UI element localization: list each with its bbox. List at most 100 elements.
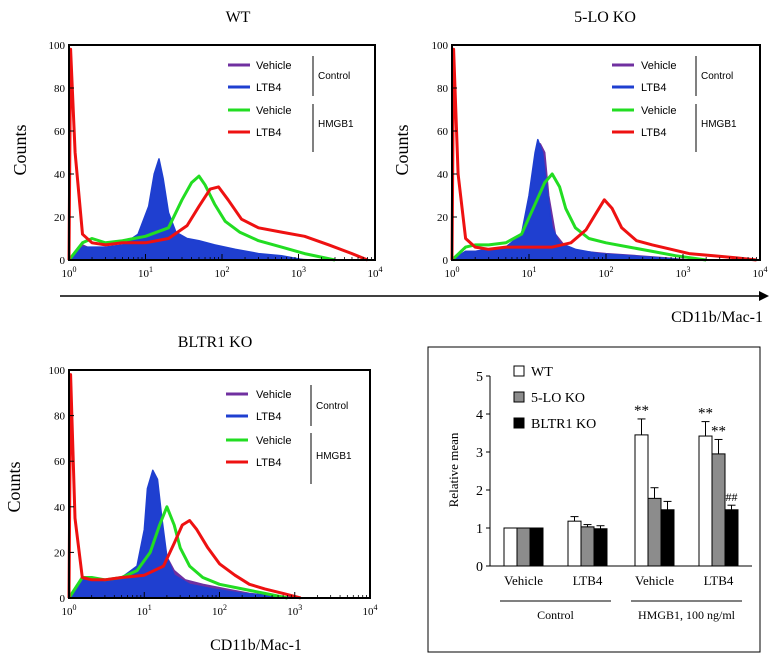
x-tick-label: 104: [363, 603, 378, 618]
legend-label: Vehicle: [256, 60, 291, 72]
legend-swatch-wt: [513, 365, 525, 377]
x-tick-label: 104: [753, 265, 768, 280]
x-tick-label: 103: [676, 265, 691, 280]
legend-label: Vehicle: [256, 435, 291, 447]
y-tick-label: 40: [437, 169, 449, 181]
bar-wt: [503, 527, 518, 567]
group-label: HMGB1, 100 ng/ml: [638, 608, 736, 622]
legend-label: LTB4: [256, 82, 281, 94]
y-axis-label: Counts: [392, 124, 412, 175]
legend-label: Vehicle: [256, 105, 291, 117]
legend-swatch-5lo-ko: [513, 391, 525, 403]
x-tick-label: 104: [368, 265, 383, 280]
y-tick-label: 3: [476, 446, 483, 461]
y-tick-label: 0: [443, 255, 449, 267]
panel-title: 5-LO KO: [574, 9, 636, 26]
y-tick-label: 20: [54, 212, 66, 224]
x-tick-label: 100: [62, 603, 77, 618]
y-tick-label: 60: [437, 126, 449, 138]
significance-mark: **: [711, 423, 726, 439]
x-axis-label: CD11b/Mac-1: [210, 637, 302, 654]
panel-title: WT: [226, 9, 251, 26]
legend-label: BLTR1 KO: [531, 417, 596, 432]
series-line-hmgb1-vehicle: [67, 174, 336, 262]
arrow-head: [759, 291, 769, 301]
y-tick-label: 1: [476, 522, 483, 537]
y-tick-label: 0: [60, 593, 66, 605]
legend-label: LTB4: [256, 127, 281, 139]
legend: Vehicle LTB4 Vehicle LTB4 Control HMGB1: [228, 56, 354, 152]
legend-group-label: HMGB1: [318, 119, 354, 130]
panel-wt: WT Counts 0 20 40 60 80 100 100 101 102 103 104 Ve…: [10, 9, 383, 280]
series-line-hmgb1-ltb4: [450, 47, 757, 262]
legend: WT 5-LO KO BLTR1 KO: [513, 365, 596, 432]
plot-area: 0 20 40 60 80 100 100 101 102 103 104: [49, 40, 383, 280]
x-tick-label: 102: [212, 603, 227, 618]
y-tick-label: 20: [437, 212, 449, 224]
series-area-control-ltb4: [451, 138, 684, 261]
series-line-hmgb1-vehicle: [450, 172, 707, 262]
legend: Vehicle LTB4 Vehicle LTB4 Control HMGB1: [612, 56, 737, 152]
x-axis-label: CD11b/Mac-1: [671, 309, 763, 326]
series-line-hmgb1-ltb4: [67, 373, 302, 600]
legend-group-label: Control: [316, 401, 348, 412]
x-category-label: LTB4: [573, 573, 603, 588]
y-tick-label: 100: [49, 40, 66, 52]
bar-5-lo-ko: [647, 497, 662, 567]
legend-group-label: HMGB1: [316, 451, 352, 462]
y-tick-label: 20: [54, 547, 66, 559]
shared-x-axis-arrow: CD11b/Mac-1: [60, 291, 769, 326]
x-tick-label: 101: [522, 265, 537, 280]
bar-5-lo-ko: [516, 527, 531, 567]
y-tick-label: 0: [476, 560, 483, 575]
bar-bltr1-ko: [660, 509, 675, 567]
legend: Vehicle LTB4 Vehicle LTB4 Control HMGB1: [226, 385, 352, 484]
bar-wt: [567, 520, 582, 567]
y-tick-label: 100: [49, 365, 66, 377]
bar-bltr1-ko: [529, 527, 544, 567]
y-tick-label: 2: [476, 484, 483, 499]
bar-bltr1-ko: [593, 528, 608, 567]
y-tick-label: 80: [54, 83, 66, 95]
x-tick-label: 102: [599, 265, 614, 280]
x-category-label: LTB4: [704, 573, 734, 588]
x-tick-label: 100: [445, 265, 460, 280]
group-label: Control: [537, 608, 574, 622]
significance-mark: **: [698, 406, 713, 422]
legend-label: Vehicle: [256, 389, 291, 401]
bar-5-lo-ko: [711, 453, 726, 567]
x-tick-label: 101: [138, 265, 153, 280]
x-tick-label: 102: [215, 265, 230, 280]
y-tick-label: 60: [54, 126, 66, 138]
series-area-control-ltb4: [68, 158, 306, 261]
panel-title: BLTR1 KO: [178, 334, 253, 351]
legend-label: LTB4: [256, 457, 281, 469]
series-line-hmgb1-ltb4: [67, 47, 369, 262]
legend-label: WT: [531, 365, 553, 380]
legend-label: LTB4: [641, 82, 666, 94]
x-tick-label: 101: [137, 603, 152, 618]
x-tick-label: 103: [291, 265, 306, 280]
y-tick-label: 40: [54, 169, 66, 181]
significance-mark: ##: [726, 490, 738, 504]
legend-group-label: HMGB1: [701, 119, 737, 130]
plot-area: 0 20 40 60 80 100 100 101 102 103 104: [49, 365, 378, 618]
y-axis-label: Counts: [4, 461, 24, 512]
x-tick-label: 103: [287, 603, 302, 618]
plot-area: 0 20 40 60 80 100 100 101 102 103 104: [432, 40, 768, 280]
panel-5lo-ko: 5-LO KO Counts 0 20 40 60 80 100 100 101 102 103 1…: [392, 9, 768, 280]
x-tick-label: 100: [62, 265, 77, 280]
legend-label: LTB4: [256, 411, 281, 423]
legend-group-label: Control: [318, 71, 350, 82]
legend-label: 5-LO KO: [531, 391, 585, 406]
y-tick-label: 80: [437, 83, 449, 95]
panel-bltr1-ko: BLTR1 KO Counts 0 20 40 60 80 100 100 101 102 103…: [4, 334, 378, 654]
bar-bltr1-ko: [724, 509, 739, 567]
y-tick-label: 80: [54, 411, 66, 423]
y-tick-label: 40: [54, 502, 66, 514]
legend-label: LTB4: [641, 127, 666, 139]
legend-label: Vehicle: [641, 60, 676, 72]
legend-swatch-bltr1-ko: [513, 417, 525, 429]
